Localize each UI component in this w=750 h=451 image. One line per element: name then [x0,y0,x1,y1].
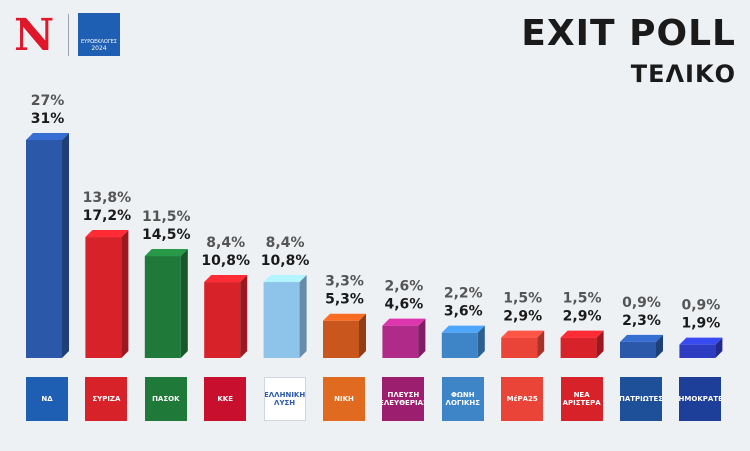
party-logo-10: ΝΕΑ ΑΡΙΣΤΕΡΑ [560,377,603,421]
bar-7-front [382,325,419,358]
bar-12-upper-label: 1,9% [681,316,720,332]
bar-2-front [85,237,122,358]
bar-11-front [620,341,656,358]
bar-5-lower-label: 8,4% [266,235,305,251]
bar-4-side [240,275,248,358]
party-logo-5-text: ΕΛΛΗΝΙΚΗ ΛΥΣΗ [263,391,306,407]
bar-3-side [180,249,188,358]
bar-6-top [323,313,366,321]
bar-8-upper-label: 3,6% [444,304,483,320]
bar-1-top [26,133,69,140]
euro-elections-logo-text: ΕΥΡΩΕΚΛΟΓΕΣ [81,39,117,45]
chart-subtitle: ΤΕΛΙΚΟ [630,60,736,88]
bar-12-front [679,344,716,358]
bar-12-side [715,337,723,358]
bar-1-lower-label: 27% [31,93,65,109]
party-logo-10-text: ΝΕΑ ΑΡΙΣΤΕΡΑ [562,391,601,407]
bar-7-side [418,318,426,358]
bar-3-top [144,249,188,257]
bar-6-side [359,313,366,358]
bar-5-side [299,275,307,358]
party-logo-1-text: ΝΔ [41,395,53,403]
bar-9-front [501,337,538,358]
bar-3-front [144,256,181,358]
bar-10-side [596,330,604,358]
bar-10-front [560,337,597,358]
bar-2-upper-label: 17,2% [83,208,132,224]
bar-6-upper-label: 5,3% [325,292,364,308]
party-logo-5: ΕΛΛΗΝΙΚΗ ΛΥΣΗ [263,377,306,421]
bar-3-upper-label: 14,5% [142,227,191,243]
bar-10-upper-label: 2,9% [563,309,602,325]
party-logo-12: ΔΗΜΟΚΡΑΤΕΣ [679,377,722,421]
bar-4-upper-label: 10,8% [201,253,250,269]
party-logo-3-text: ΠΑΣΟΚ [152,395,180,403]
party-logo-9-text: ΜέΡΑ25 [506,395,538,403]
bar-11-top [620,334,663,342]
party-logo-1: ΝΔ [26,377,68,421]
party-logo-3: ΠΑΣΟΚ [144,377,187,421]
bar-1-side [62,133,69,358]
bar-5-upper-label: 10,8% [261,253,310,269]
party-logo-4-text: ΚΚΕ [217,395,233,403]
bar-7-lower-label: 2,6% [384,279,423,295]
bar-5-front [263,282,300,358]
party-logo-2-text: ΣΥΡΙΖΑ [92,395,121,403]
bar-6-lower-label: 3,3% [325,274,364,290]
bar-5-top [263,275,307,283]
bar-9-lower-label: 1,5% [503,291,542,307]
bar-8-front [441,332,478,358]
party-logo-8-text: ΦΩΝΗ ΛΟΓΙΚΗΣ [445,391,481,407]
bar-9-top [501,330,545,338]
party-logo-6-text: ΝΙΚΗ [334,395,354,403]
bar-6-front [323,320,359,358]
euro-elections-logo-year: 2024 [91,45,107,52]
brand-logo-letter: N [14,10,55,61]
bar-8-lower-label: 2,2% [444,286,483,302]
brand-divider [68,14,69,56]
bar-3-lower-label: 11,5% [142,209,191,225]
bar-1-front [26,140,62,358]
bar-8-side [477,325,485,358]
party-logo-4: ΚΚΕ [204,377,247,421]
bar-11-upper-label: 2,3% [622,313,661,329]
party-logo-7: ΠΛΕΥΣΗ ΕΛΕΥΘΕΡΙΑΣ [382,377,425,421]
party-logo-7-text: ΠΛΕΥΣΗ ΕΛΕΥΘΕΡΙΑΣ [382,391,424,407]
bar-10-lower-label: 1,5% [563,291,602,307]
bar-4-front [204,282,241,358]
party-logo-11-text: ΠΑΤΡΙΩΤΕΣ [620,395,662,403]
party-logo-9: ΜέΡΑ25 [501,377,544,421]
bar-9-side [537,330,545,358]
bar-11-side [656,334,663,358]
bar-12-lower-label: 0,9% [681,298,720,314]
party-logo-2: ΣΥΡΙΖΑ [85,377,128,421]
bar-2-top [85,230,129,238]
chart-title: EXIT POLL [521,13,736,54]
bar-8-top [441,325,485,333]
bar-1-upper-label: 31% [31,111,65,127]
party-logo-8: ΦΩΝΗ ΛΟΓΙΚΗΣ [441,377,484,421]
bar-4-top [204,275,248,283]
bar-12-top [679,337,723,345]
party-logo-11: ΠΑΤΡΙΩΤΕΣ [620,377,662,421]
party-logo-6: ΝΙΚΗ [323,377,365,421]
bar-7-upper-label: 4,6% [384,297,423,313]
euro-elections-logo: ΕΥΡΩΕΚΛΟΓΕΣ 2024 [78,13,120,56]
bar-2-lower-label: 13,8% [83,190,132,206]
bar-9-upper-label: 2,9% [503,309,542,325]
bar-4-lower-label: 8,4% [206,235,245,251]
party-logo-12-text: ΔΗΜΟΚΡΑΤΕΣ [679,395,722,403]
bar-2-side [121,230,129,358]
bar-11-lower-label: 0,9% [622,295,661,311]
bar-10-top [560,330,604,338]
bar-7-top [382,318,426,326]
